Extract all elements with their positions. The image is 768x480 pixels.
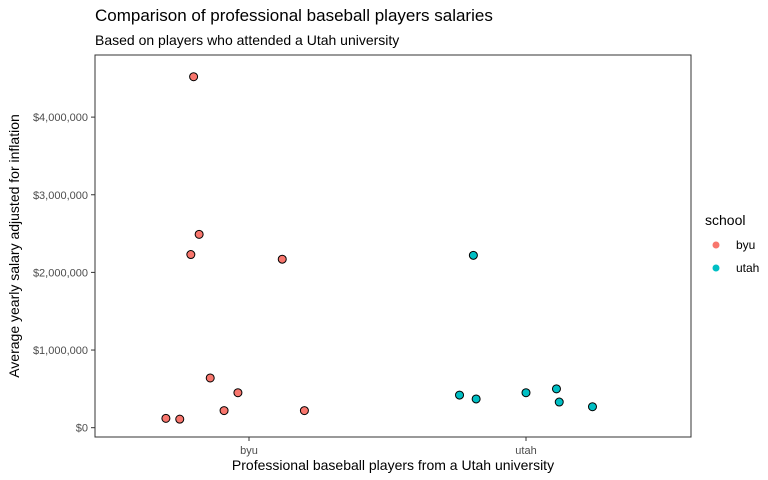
point-byu xyxy=(233,388,243,398)
legend-title: school xyxy=(705,212,745,228)
y-tick-label: $1,000,000 xyxy=(33,345,88,357)
x-axis: byu utah xyxy=(240,437,537,457)
data-points xyxy=(161,72,597,424)
point-utah xyxy=(471,394,481,404)
point-byu xyxy=(175,414,185,424)
legend: school byu utah xyxy=(705,212,759,275)
y-tick-label: $4,000,000 xyxy=(33,112,88,124)
plot-panel xyxy=(94,54,692,438)
chart-title: Comparison of professional baseball play… xyxy=(95,6,493,25)
x-tick-label: utah xyxy=(515,445,536,457)
point-byu xyxy=(186,250,196,260)
point-utah xyxy=(468,250,478,260)
point-byu xyxy=(205,373,215,383)
x-tick-label: byu xyxy=(240,445,258,457)
point-byu xyxy=(161,413,171,423)
legend-key-byu xyxy=(712,241,720,249)
y-axis-title: Average yearly salary adjusted for infla… xyxy=(6,114,22,378)
chart-subtitle: Based on players who attended a Utah uni… xyxy=(95,32,400,48)
point-utah xyxy=(554,397,564,407)
x-axis-title: Professional baseball players from a Uta… xyxy=(232,457,554,473)
point-byu xyxy=(189,72,199,82)
y-tick-label: $2,000,000 xyxy=(33,267,88,279)
legend-label-utah: utah xyxy=(736,261,759,275)
y-tick-label: $0 xyxy=(76,423,88,435)
point-byu xyxy=(299,406,309,416)
legend-label-byu: byu xyxy=(736,238,755,252)
y-axis: $0 $1,000,000 $2,000,000 $3,000,000 $4,000,0… xyxy=(33,112,95,435)
point-byu xyxy=(277,254,287,264)
point-utah xyxy=(587,402,597,412)
point-byu xyxy=(194,229,204,239)
legend-key-utah xyxy=(712,264,720,272)
point-byu xyxy=(219,406,229,416)
y-tick-label: $3,000,000 xyxy=(33,190,88,202)
point-utah xyxy=(455,390,465,400)
point-utah xyxy=(551,384,561,394)
point-utah xyxy=(521,388,531,398)
